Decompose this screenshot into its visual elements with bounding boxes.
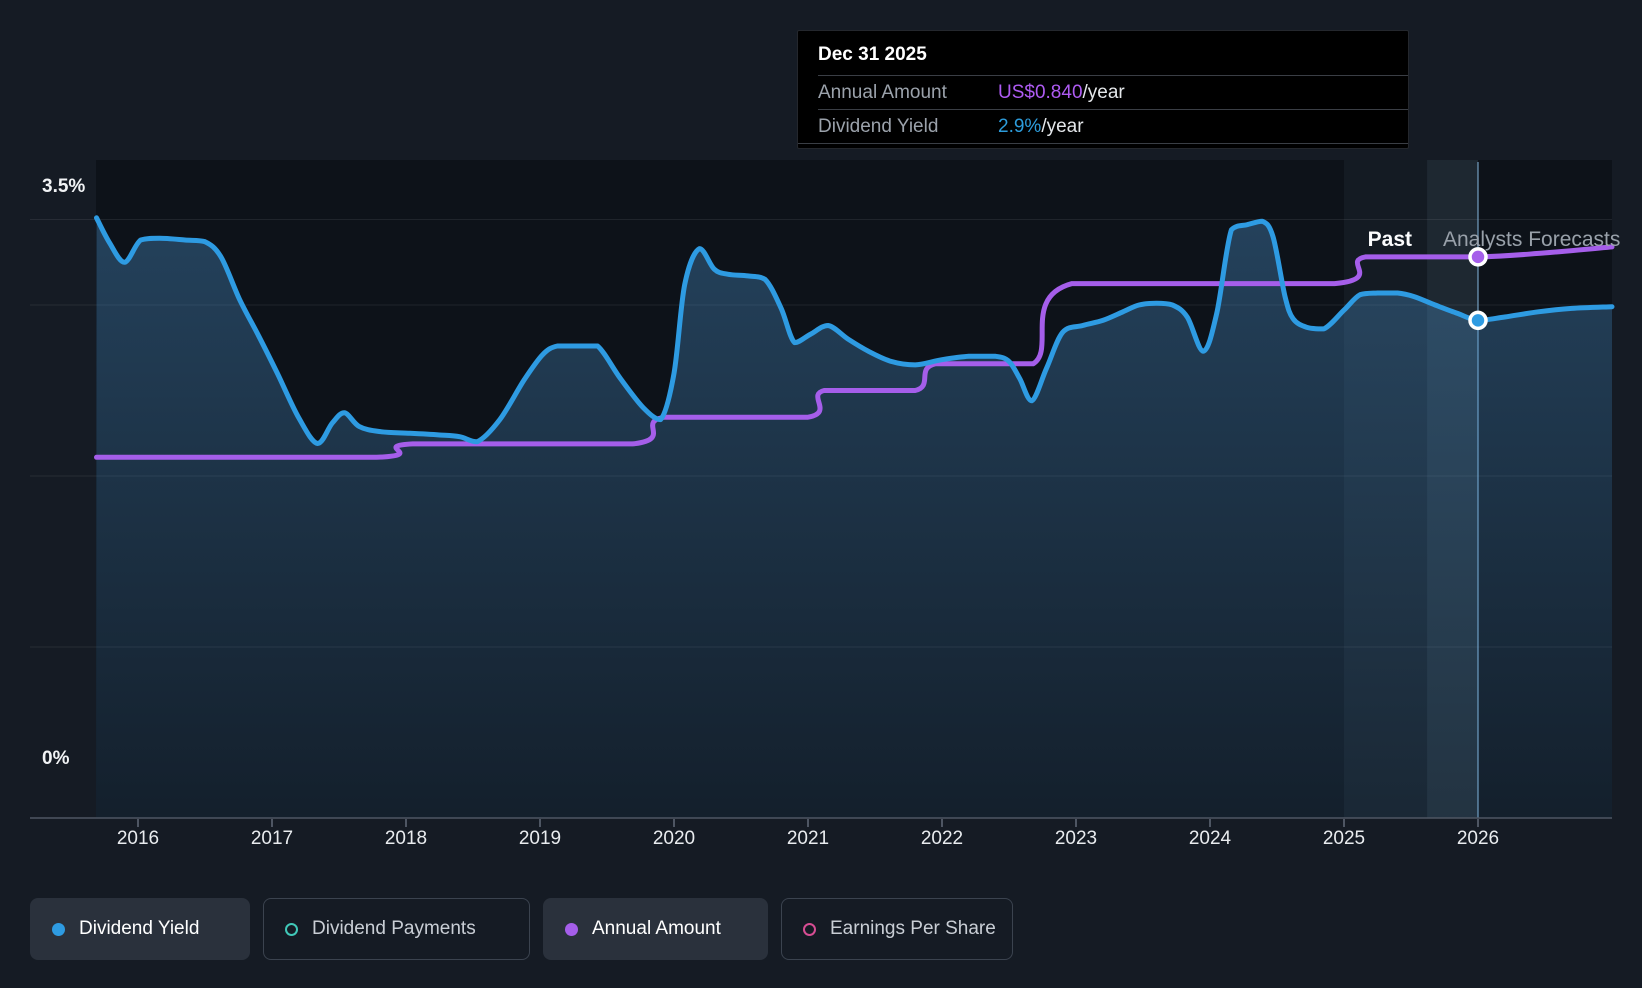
x-axis-label-2016: 2016 <box>93 828 183 850</box>
tooltip-value-annual-amount: US$0.840 <box>998 82 1083 104</box>
dividend-yield-marker[interactable] <box>1470 312 1486 328</box>
x-axis-label-2026: 2026 <box>1433 828 1523 850</box>
tooltip-row-dividend-yield: Dividend Yield 2.9% /year <box>818 109 1408 143</box>
legend-toggle-annual-amount[interactable]: Annual Amount <box>543 898 768 960</box>
x-axis-label-2020: 2020 <box>629 828 719 850</box>
dividend-yield-dot-icon <box>52 923 65 936</box>
legend-toggle-dividend-payments[interactable]: Dividend Payments <box>263 898 530 960</box>
chart-tooltip: Dec 31 2025 Annual Amount US$0.840 /year… <box>797 30 1409 149</box>
tooltip-label: Dividend Yield <box>818 116 998 138</box>
dividend-payments-ring-icon <box>285 923 298 936</box>
tooltip-value-dividend-yield: 2.9% <box>998 116 1041 138</box>
x-axis-label-2025: 2025 <box>1299 828 1389 850</box>
legend-label: Dividend Yield <box>79 918 199 940</box>
dividend-chart-page: 3.5% 0% 2016 2017 2018 2019 2020 2021 2022 2023… <box>0 0 1642 988</box>
past-annotation: Past <box>1300 228 1412 252</box>
x-axis-ticks <box>138 819 1478 827</box>
tooltip-label: Annual Amount <box>818 82 998 104</box>
legend-toggle-earnings-per-share[interactable]: Earnings Per Share <box>781 898 1013 960</box>
x-axis-label-2023: 2023 <box>1031 828 1121 850</box>
tooltip-row-annual-amount: Annual Amount US$0.840 /year <box>818 75 1408 109</box>
y-axis-max-label: 3.5% <box>42 176 85 198</box>
annual-amount-dot-icon <box>565 923 578 936</box>
legend-label: Dividend Payments <box>312 918 476 940</box>
chart-legend: Dividend Yield Dividend Payments Annual … <box>30 898 1013 960</box>
legend-label: Annual Amount <box>592 918 721 940</box>
analysts-forecast-annotation: Analysts Forecasts <box>1443 228 1620 252</box>
x-axis-label-2018: 2018 <box>361 828 451 850</box>
legend-toggle-dividend-yield[interactable]: Dividend Yield <box>30 898 250 960</box>
x-axis-label-2024: 2024 <box>1165 828 1255 850</box>
tooltip-suffix: /year <box>1041 116 1083 138</box>
x-axis-label-2022: 2022 <box>897 828 987 850</box>
tooltip-suffix: /year <box>1083 82 1125 104</box>
tooltip-date: Dec 31 2025 <box>818 44 1408 66</box>
y-axis-min-label: 0% <box>42 748 69 770</box>
earnings-per-share-ring-icon <box>803 923 816 936</box>
x-axis-label-2021: 2021 <box>763 828 853 850</box>
legend-label: Earnings Per Share <box>830 918 996 940</box>
x-axis-label-2017: 2017 <box>227 828 317 850</box>
x-axis-label-2019: 2019 <box>495 828 585 850</box>
